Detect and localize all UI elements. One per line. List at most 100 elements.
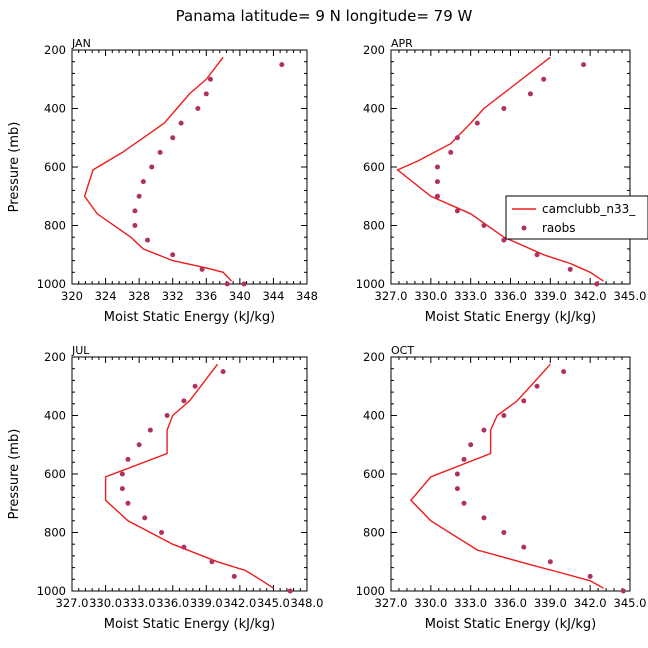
panel-jan-x-tick-label: 348 <box>296 289 318 303</box>
panel-oct-raobs-point <box>501 413 507 418</box>
panel-jul-y-tick-label: 600 <box>44 467 66 481</box>
panel-jan-x-tick-label: 328 <box>128 289 150 303</box>
panel-jul-x-tick-label: 342.0 <box>223 596 256 610</box>
panel-jul-raobs-point <box>159 530 165 535</box>
panel-jan-y-tick-label: 1000 <box>37 277 66 291</box>
panel-jan-x-tick-label: 336 <box>195 289 217 303</box>
panel-jul-raobs-point <box>125 456 131 462</box>
legend-raobs-label: raobs <box>542 221 576 235</box>
panel-oct-y-tick-label: 600 <box>363 467 385 481</box>
panel-jul-raobs-point <box>164 413 170 418</box>
panel-jan-raobs-point <box>170 252 176 258</box>
panel-jul-raobs-point <box>287 588 293 594</box>
panel-jan-raobs-point <box>178 120 184 126</box>
panel-apr-raobs-point <box>481 223 487 228</box>
panel-apr-raobs-point <box>501 106 507 111</box>
panel-oct-raobs-point <box>454 486 460 492</box>
panel-jan-y-tick-label: 800 <box>44 219 66 233</box>
panel-jan-label: JAN <box>71 37 91 50</box>
panel-oct-raobs-point <box>454 471 460 477</box>
panel-apr-y-tick-label: 800 <box>363 219 385 233</box>
panel-apr-y-tick-label: 1000 <box>356 277 385 291</box>
panel-jul-label: JUL <box>71 344 90 357</box>
panel-apr-x-tick-label: 339.0 <box>534 289 567 303</box>
panel-jul-x-tick-label: 348.0 <box>291 596 324 610</box>
panel-jan-raobs-point <box>136 193 142 199</box>
panel-apr-raobs-point <box>534 252 540 258</box>
panel-jan-raobs-point <box>170 135 176 141</box>
panel-apr-raobs-point <box>454 135 460 141</box>
panel-jan-raobs-point <box>195 106 201 111</box>
panel-oct-raobs-point <box>501 530 507 535</box>
panel-jan-raobs-point <box>132 223 138 228</box>
panel-jan-raobs-point <box>203 91 209 97</box>
panel-jan-raobs-point <box>145 237 151 243</box>
panel-apr-raobs-point <box>434 193 440 199</box>
panel-jul-x-tick-label: 330.0 <box>89 596 122 610</box>
panel-jul-x-tick-label: 339.0 <box>190 596 223 610</box>
panel-jan-y-tick-label: 200 <box>44 43 66 57</box>
panel-jan-x-tick-label: 344 <box>262 289 284 303</box>
panel-jul-x-tick-label: 333.0 <box>123 596 156 610</box>
panel-oct-raobs-point <box>481 427 487 433</box>
panel-jul-y-tick-label: 1000 <box>37 584 66 598</box>
panel-apr-x-tick-label: 345.0 <box>614 289 647 303</box>
figure-title: Panama latitude= 9 N longitude= 79 W <box>176 7 473 25</box>
panel-jan-raobs-point <box>279 62 285 68</box>
panel-oct-x-tick-label: 336.0 <box>494 596 527 610</box>
panel-oct-x-tick-label: 345.0 <box>614 596 647 610</box>
panel-apr-x-tick-label: 327.0 <box>375 289 408 303</box>
panel-jan-frame <box>71 49 308 285</box>
panel-jul-raobs-point <box>231 573 237 579</box>
panel-jul-raobs-point <box>119 486 125 492</box>
panel-oct-frame <box>390 356 631 592</box>
panel-apr-raobs-point <box>567 266 573 272</box>
panel-jul-raobs-point <box>192 383 198 389</box>
panel-jul-raobs-point <box>125 500 131 506</box>
panel-apr-raobs-point <box>594 281 600 287</box>
panel-jan-raobs-point <box>207 76 213 82</box>
panel-apr-raobs-point <box>527 91 533 97</box>
panel-jan-x-tick-label: 324 <box>95 289 117 303</box>
panel-jan-x-tick-label: 340 <box>229 289 251 303</box>
panel-jul-y-tick-label: 200 <box>44 350 66 364</box>
panel-oct-raobs-point <box>534 383 540 389</box>
panel-apr-y-tick-label: 400 <box>363 102 385 116</box>
panel-jan-ylabel: Pressure (mb) <box>7 122 22 213</box>
panel-jul-x-tick-label: 345.0 <box>257 596 290 610</box>
panel-apr-x-tick-label: 333.0 <box>454 289 487 303</box>
panel-jul-raobs-point <box>181 544 187 550</box>
panel-oct-raobs-point <box>587 573 593 579</box>
panel-jan-y-tick-label: 600 <box>44 160 66 174</box>
panel-jul-y-tick-label: 800 <box>44 526 66 540</box>
panel-apr-model-line <box>396 56 604 282</box>
legend-box <box>505 195 648 240</box>
panel-jul-raobs-point <box>136 442 142 448</box>
panel-jan-xlabel: Moist Static Energy (kJ/kg) <box>104 310 275 325</box>
panel-oct-raobs-point <box>620 588 626 594</box>
panel-jan-raobs-point <box>140 179 146 185</box>
panel-jan-raobs-point <box>199 266 205 272</box>
panel-jul-x-tick-label: 327.0 <box>56 596 89 610</box>
panel-apr-raobs-point <box>434 179 440 185</box>
panel-oct-x-tick-label: 333.0 <box>454 596 487 610</box>
panel-apr-x-tick-label: 330.0 <box>414 289 447 303</box>
panel-jul-frame <box>71 356 308 592</box>
panel-oct-x-tick-label: 342.0 <box>574 596 607 610</box>
panel-jul-model-line <box>104 363 274 589</box>
panel-jan-raobs-point <box>241 281 247 287</box>
panel-oct-raobs-point <box>461 456 467 462</box>
panel-apr-y-tick-label: 200 <box>363 43 385 57</box>
panel-oct-raobs-point <box>521 544 527 550</box>
panel-oct-x-tick-label: 330.0 <box>414 596 447 610</box>
panel-oct-xlabel: Moist Static Energy (kJ/kg) <box>425 617 596 632</box>
panel-jul-y-tick-label: 400 <box>44 409 66 423</box>
panel-oct-y-tick-label: 400 <box>363 409 385 423</box>
panel-jul-raobs-point <box>142 515 148 521</box>
panel-oct-raobs-point <box>461 500 467 506</box>
panel-apr-raobs-point <box>581 62 587 68</box>
panel-oct-raobs-point <box>481 515 487 521</box>
panel-oct-y-tick-label: 800 <box>363 526 385 540</box>
panel-apr-x-tick-label: 342.0 <box>574 289 607 303</box>
